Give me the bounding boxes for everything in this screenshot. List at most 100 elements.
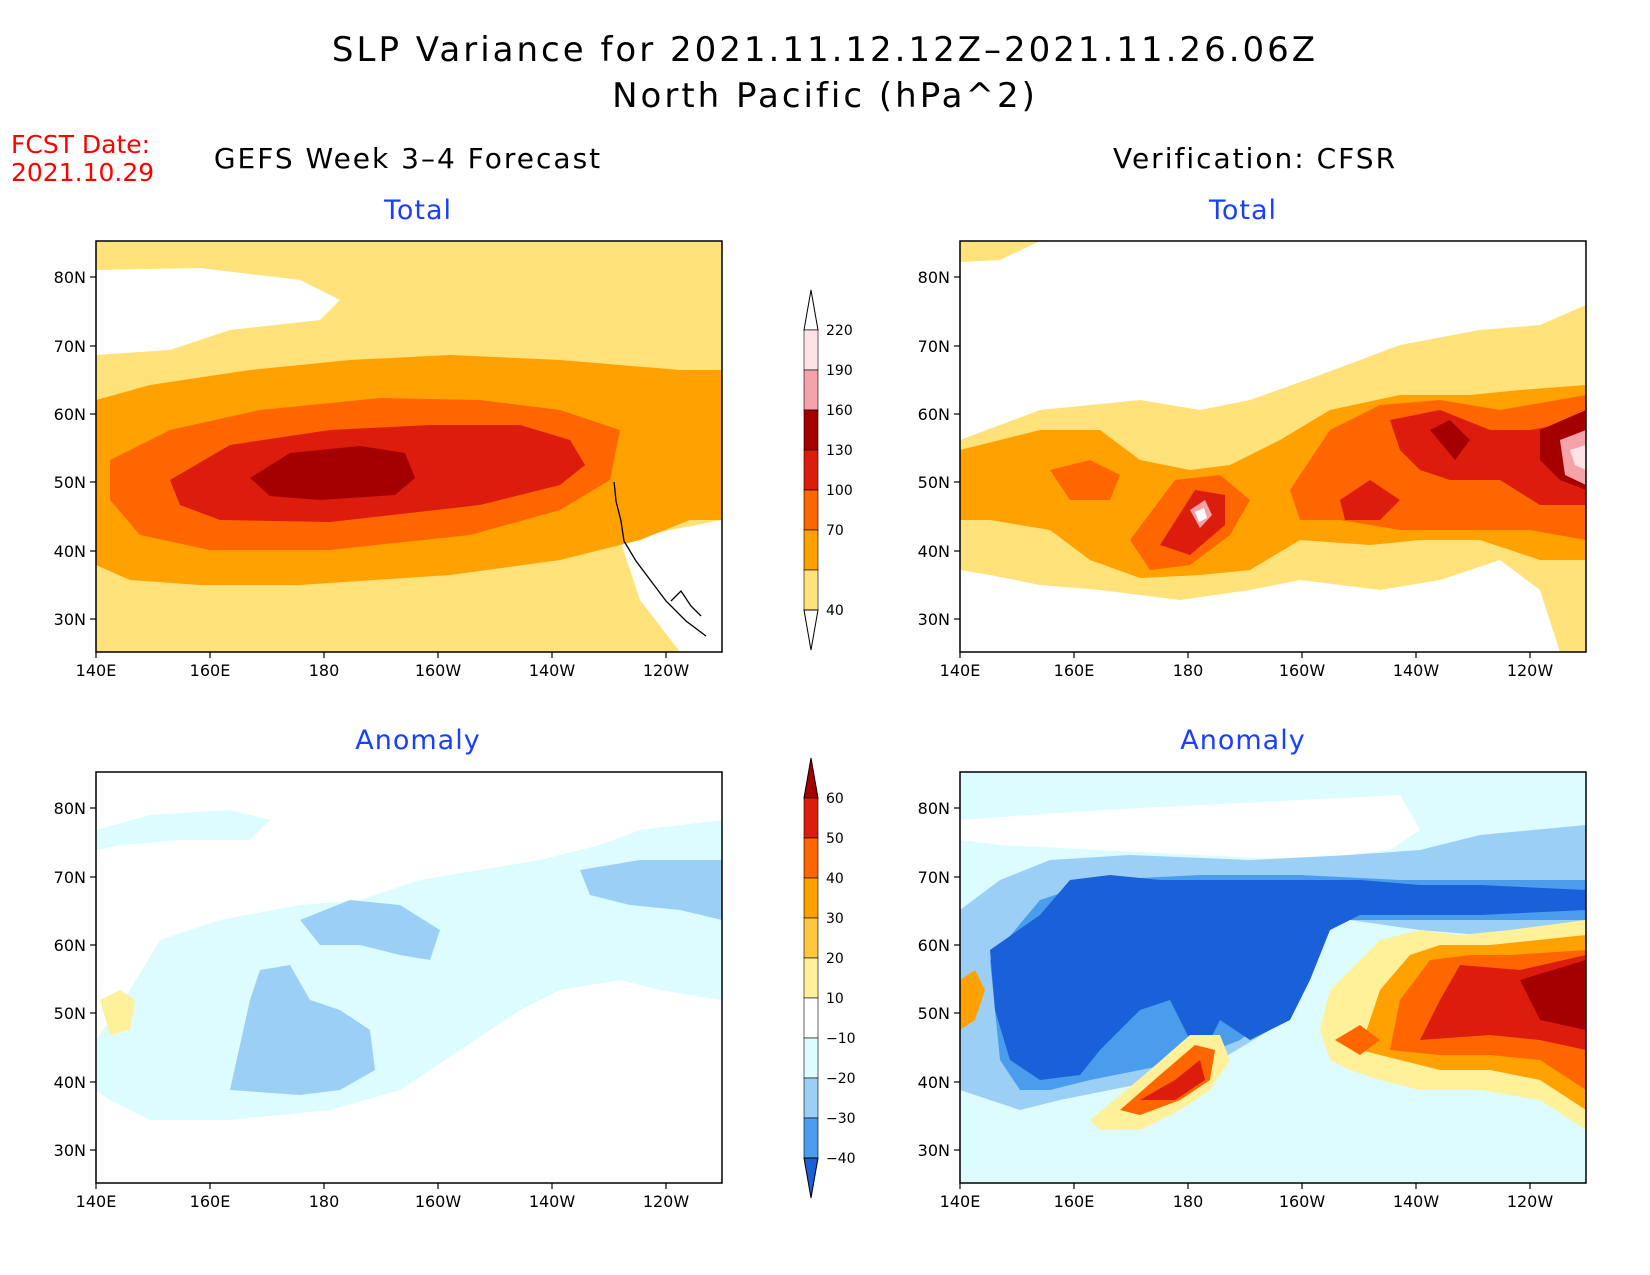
bl-field-neg20b [230,965,375,1095]
cbar-total-swatch [803,409,819,451]
panel-verification-total [959,240,1587,653]
panel-tl-subtitle: Total [383,195,453,226]
lon-tick-label: 180 [1173,1192,1204,1211]
cbar-total-swatch [803,489,819,531]
cbar-total-swatch [803,329,819,371]
lat-tick-label: 40N [918,542,950,561]
cbar-total-cap-bottom [803,609,819,651]
cbar-anom-label: 20 [826,951,844,967]
br-field-neutral-top [960,795,1420,860]
br-field-pos40-a [1120,1045,1215,1115]
lon-tick-label: 160E [1054,661,1095,680]
lat-tick-label: 80N [918,799,950,818]
tl-field-160 [250,446,415,500]
panel-tr-subtitle: Total [1208,195,1278,226]
cbar-anom-label: −20 [826,1071,856,1087]
cbar-total-cap-top [803,289,819,331]
cbar-anom-swatch [803,877,819,919]
bl-field-neg20a [300,900,440,960]
axes-layer: 140E 160E 180 160W 140W 120W 80N 70N 60N 50N 40N 30… [54,268,1554,1211]
lon-tick-label: 140E [76,661,117,680]
br-field-pos-west [960,970,985,1030]
cbar-anom-swatch [803,917,819,959]
cbar-total-swatch [803,529,819,571]
cbar-anom-label: −10 [826,1031,856,1047]
lat-tick-label: 60N [918,936,950,955]
cbar-anom-label: 40 [826,871,844,887]
lon-tick-label: 120W [1507,661,1554,680]
cbar-anom-cap-top [803,757,819,799]
bl-field-neg10-top [96,810,270,850]
cbar-total-label: 190 [826,363,853,379]
cbar-anom-label: 10 [826,991,844,1007]
cbar-anom-label: −40 [826,1151,856,1167]
lat-tick-label: 30N [54,1141,86,1160]
lon-tick-label: 160W [415,661,462,680]
left-column-title: GEFS Week 3–4 Forecast [213,142,603,175]
lon-tick-label: 140E [76,1192,117,1211]
panel-bl-subtitle: Anomaly [355,725,481,756]
br-field-neg40 [990,875,1586,1080]
tl-field-low2 [620,520,722,652]
lat-tick-label: 50N [54,1004,86,1023]
lat-tick-label: 70N [54,868,86,887]
lon-tick-label: 140E [940,661,981,680]
cbar-anom-label: 60 [826,791,844,807]
lat-tick-label: 70N [918,868,950,887]
tr-field-130a [1160,490,1225,555]
tr-field-100a [1050,460,1120,500]
lat-tick-label: 60N [918,405,950,424]
panel-forecast-anomaly [95,771,723,1184]
lon-tick-label: 160E [190,1192,231,1211]
lat-tick-label: 40N [54,542,86,561]
tr-field-220b [1570,445,1586,470]
right-column-title: Verification: CFSR [1112,142,1398,175]
br-frame [959,771,1587,1184]
lon-tick-label: 140E [940,1192,981,1211]
colorbar-anomaly: 60 50 40 30 20 10 −10 −20 −30 −40 [803,757,856,1199]
lat-tick-label: 50N [918,473,950,492]
cbar-total-label: 40 [826,603,844,619]
main-title: SLP Variance for 2021.11.12.12Z–2021.11.… [331,30,1319,70]
bl-frame [95,771,723,1184]
lat-tick-label: 30N [918,1141,950,1160]
lat-tick-label: 80N [918,268,950,287]
tl-frame [95,240,723,653]
bl-field-neg20c [580,860,722,920]
cbar-total-label: 160 [826,403,853,419]
tr-frame [959,240,1587,653]
lon-tick-label: 160W [1279,661,1326,680]
lon-tick-label: 140W [1393,1192,1440,1211]
lon-tick-label: 160W [415,1192,462,1211]
lon-tick-label: 120W [1507,1192,1554,1211]
lat-tick-label: 30N [54,610,86,629]
main-subtitle: North Pacific (hPa^2) [612,76,1038,116]
colorbar-total: 220 190 160 130 100 70 40 [803,289,853,651]
lat-tick-label: 80N [54,268,86,287]
tr-field-160a [1430,420,1470,460]
lon-tick-label: 180 [309,661,340,680]
tr-field-220a [1195,508,1207,522]
lat-tick-label: 30N [918,610,950,629]
lat-tick-label: 50N [54,473,86,492]
lon-tick-label: 160E [190,661,231,680]
lon-tick-label: 180 [309,1192,340,1211]
fcst-date: 2021.10.29 [11,158,155,187]
cbar-total-label: 220 [826,323,853,339]
cbar-anom-swatch [803,797,819,839]
cbar-anom-label: 30 [826,911,844,927]
lon-tick-label: 180 [1173,661,1204,680]
cbar-anom-swatch [803,837,819,879]
cbar-anom-swatch [803,957,819,999]
lon-tick-label: 120W [643,661,690,680]
lon-tick-label: 160E [1054,1192,1095,1211]
panel-br-subtitle: Anomaly [1180,725,1306,756]
br-field-pos60-b [1520,960,1586,1030]
br-field-pos50-a [1140,1060,1205,1100]
br-field-pos40-c [1335,1025,1380,1055]
cbar-anom-swatch [803,1037,819,1079]
lat-tick-label: 50N [918,1004,950,1023]
cbar-total-label: 100 [826,483,853,499]
fcst-label: FCST Date: [11,130,151,159]
lat-tick-label: 70N [918,337,950,356]
